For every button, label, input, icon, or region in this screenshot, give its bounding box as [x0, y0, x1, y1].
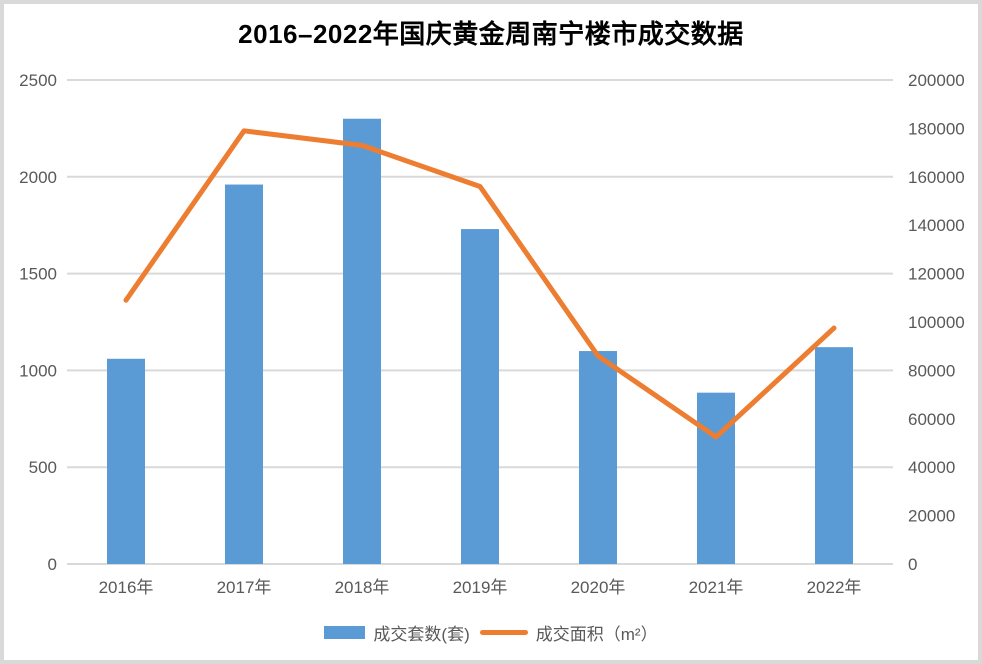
bar-2022年 [815, 347, 853, 564]
legend-line-swatch-icon [479, 630, 528, 635]
chart-title: 2016–2022年国庆黄金周南宁楼市成交数据 [238, 19, 744, 49]
legend-line-label: 成交面积（m²） [535, 625, 658, 644]
right-axis-tick-label: 100000 [908, 313, 965, 332]
right-axis-tick-label: 120000 [908, 265, 965, 284]
line-series [123, 128, 837, 440]
bar-2017年 [225, 184, 263, 564]
right-axis-tick-label: 20000 [908, 507, 955, 526]
right-axis-tick-label: 140000 [908, 216, 965, 235]
x-axis-label: 2019年 [453, 578, 508, 597]
x-axis-label: 2022年 [807, 578, 862, 597]
right-axis-tick-label: 40000 [908, 458, 955, 477]
right-axis-tick-label: 160000 [908, 168, 965, 187]
legend-bar-swatch-icon [324, 626, 366, 639]
legend-bar-label: 成交套数(套) [373, 625, 470, 644]
left-axis-tick-label: 1500 [19, 265, 57, 284]
chart-legend: 成交套数(套) 成交面积（m²） [0, 620, 982, 645]
bar-2020年 [579, 351, 617, 564]
right-axis-tick-label: 0 [908, 555, 917, 574]
bar-2018年 [343, 118, 381, 564]
x-axis-label: 2018年 [335, 578, 390, 597]
x-axis-label: 2016年 [99, 578, 154, 597]
left-axis-tick-label: 1000 [19, 361, 57, 380]
bar-2016年 [107, 358, 145, 564]
bar-2019年 [461, 229, 499, 564]
right-axis-tick-label: 80000 [908, 361, 955, 380]
right-axis-tick-label: 60000 [908, 410, 955, 429]
left-axis-tick-label: 500 [29, 458, 57, 477]
bar-2021年 [697, 392, 735, 564]
x-axis-label: 2020年 [571, 578, 626, 597]
right-axis-tick-label: 200000 [908, 71, 965, 90]
left-axis-tick-label: 2500 [19, 71, 57, 90]
left-axis-tick-label: 0 [48, 555, 57, 574]
left-axis-tick-label: 2000 [19, 168, 57, 187]
right-axis-tick-label: 180000 [908, 119, 965, 138]
x-axis-label: 2021年 [689, 578, 744, 597]
x-axis-label: 2017年 [217, 578, 272, 597]
